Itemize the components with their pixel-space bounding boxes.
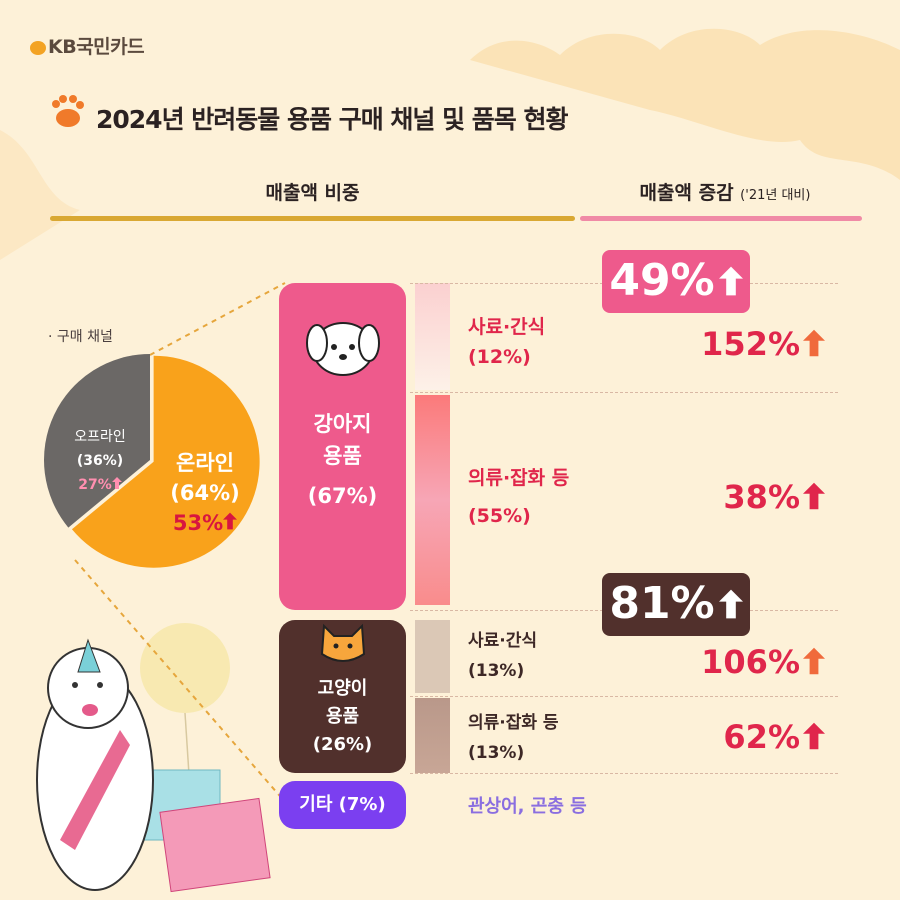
up-arrow	[718, 589, 743, 619]
slice-name: 온라인	[176, 451, 234, 475]
cat-icon	[320, 623, 365, 662]
column-note: ('21년 대비)	[740, 188, 811, 203]
rule	[50, 216, 575, 221]
growth-text: 106%	[701, 643, 800, 681]
category-block: 기타 (7%)	[279, 781, 406, 829]
up-arrow	[803, 647, 825, 675]
up-arrow	[718, 266, 743, 296]
slice-share: (36%)	[76, 453, 124, 469]
strip	[415, 395, 450, 605]
growth-text: 49%	[609, 255, 715, 306]
category-name: 용품	[323, 444, 362, 468]
slice-name: 오프라인	[74, 429, 126, 445]
category-note: 관상어, 곤충 등	[468, 796, 587, 817]
growth-text: 81%	[609, 578, 715, 629]
slice-growth: 53%	[160, 508, 250, 538]
item-growth: 106%	[625, 643, 825, 681]
pie-slice-label: 오프라인 (36%) 27%	[55, 425, 145, 497]
slice-share: (64%)	[170, 481, 240, 505]
item-name: 사료·간식	[468, 316, 546, 338]
item-share: (13%)	[468, 661, 525, 681]
category-share: (67%)	[307, 484, 378, 508]
title: 2024년 반려동물 용품 구매 채널 및 품목 현황	[96, 105, 569, 134]
item: 사료·간식 (12%)	[468, 312, 545, 372]
pie-slice-label: 온라인 (64%) 53%	[160, 448, 250, 538]
growth-text: 38%	[723, 478, 800, 516]
up-arrow	[111, 477, 122, 489]
column-header: 매출액 증감 ('21년 대비)	[580, 178, 870, 205]
brand: KB국민카드	[48, 36, 145, 58]
item-name: 의류·잡화 등	[468, 713, 559, 733]
category-share: (26%)	[312, 734, 373, 755]
slice-growth: 27%	[55, 473, 145, 497]
category-name: 용품	[325, 706, 360, 727]
up-arrow	[803, 482, 825, 510]
category-name: 강아지	[313, 412, 372, 436]
item: 사료·간식 (13%)	[468, 626, 537, 686]
pie-chart	[44, 354, 260, 568]
guide-line	[410, 773, 838, 774]
rule	[580, 216, 862, 221]
item-share: (13%)	[468, 743, 525, 763]
guide-line	[410, 392, 838, 393]
item-share: (12%)	[468, 346, 531, 368]
item-name: 의류·잡화 등	[468, 467, 570, 489]
item-growth: 38%	[625, 478, 825, 516]
pie-slice	[44, 354, 151, 528]
item-growth: 62%	[625, 718, 825, 756]
column-header: 매출액 비중	[265, 182, 360, 204]
column-header-text: 매출액 증감	[639, 182, 734, 204]
pie-label: · 구매 채널	[48, 329, 113, 345]
dog-icon	[305, 322, 380, 376]
pie-slice	[71, 355, 260, 568]
item-share: (55%)	[468, 505, 531, 527]
up-arrow	[803, 329, 825, 357]
strip	[415, 620, 450, 693]
strip	[415, 698, 450, 773]
item: 의류·잡화 등 (55%)	[468, 463, 569, 531]
growth-text: 53%	[172, 511, 224, 535]
item-growth: 152%	[625, 325, 825, 363]
up-arrow	[803, 722, 825, 750]
growth-text: 62%	[723, 718, 800, 756]
guide-line	[410, 696, 838, 697]
group-growth: 81%	[602, 573, 750, 636]
category-block: 고양이 용품 (26%)	[279, 620, 406, 773]
item: 의류·잡화 등 (13%)	[468, 708, 559, 768]
up-arrow	[223, 512, 238, 530]
group-growth: 49%	[602, 250, 750, 313]
item-name: 사료·간식	[468, 631, 538, 651]
growth-text: 27%	[78, 477, 112, 493]
growth-text: 152%	[701, 325, 800, 363]
category-name: 고양이	[317, 678, 368, 699]
category-block: 강아지 용품 (67%)	[279, 283, 406, 610]
strip	[415, 283, 450, 390]
